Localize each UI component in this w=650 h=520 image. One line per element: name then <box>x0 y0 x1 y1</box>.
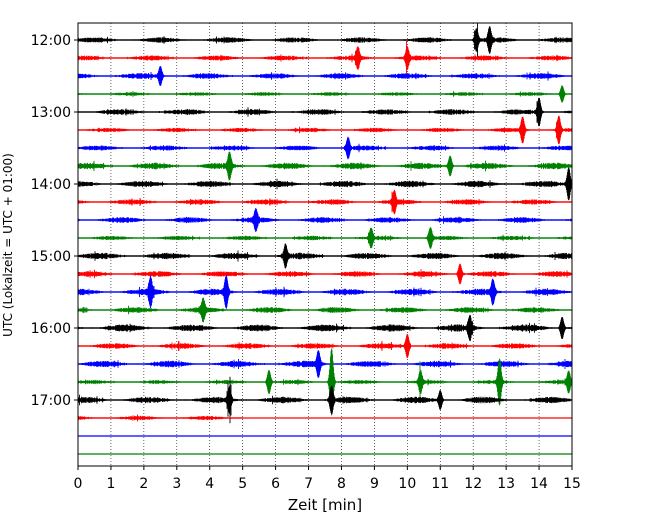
x-tick-label: 12 <box>464 476 482 492</box>
y-tick-label: 14:00 <box>31 177 71 193</box>
y-axis-title: UTC (Lokalzeit = UTC + 01:00) <box>1 153 15 337</box>
seismic-traces <box>77 23 573 455</box>
x-tick-label: 1 <box>106 476 115 492</box>
trace-14:15 <box>77 189 573 215</box>
x-gridlines <box>110 23 540 466</box>
x-tick-label: 8 <box>337 476 346 492</box>
y-tick-label: 12:00 <box>31 33 71 49</box>
y-tick-label: 17:00 <box>31 393 71 409</box>
y-tick-label: 16:00 <box>31 321 71 337</box>
x-tick-label: 5 <box>238 476 247 492</box>
x-tick-label: 0 <box>74 476 83 492</box>
trace-15:15 <box>77 263 573 285</box>
x-tick-label: 11 <box>431 476 449 492</box>
x-tick-label: 14 <box>530 476 548 492</box>
x-tick-label: 10 <box>398 476 416 492</box>
x-tick-label: 4 <box>205 476 214 492</box>
x-tick-label: 15 <box>563 476 581 492</box>
x-tick-label: 3 <box>172 476 181 492</box>
x-tick-label: 6 <box>271 476 280 492</box>
x-tick-label: 9 <box>370 476 379 492</box>
y-axis-ticks: 12:00 13:00 14:00 15:00 16:00 17:00 <box>31 33 78 409</box>
y-tick-label: 13:00 <box>31 105 71 121</box>
plot-frame <box>77 22 573 467</box>
x-axis-title: Zeit [min] <box>288 496 362 514</box>
trace-13:15 <box>77 115 573 145</box>
x-tick-label: 7 <box>304 476 313 492</box>
trace-13:30 <box>77 136 573 160</box>
trace-15:45 <box>77 297 573 323</box>
x-axis-ticks: 0 1 2 3 4 5 6 7 8 9 10 11 12 13 14 15 <box>74 466 581 492</box>
x-tick-label: 2 <box>139 476 148 492</box>
trace-14:45 <box>77 227 573 249</box>
x-tick-label: 13 <box>497 476 515 492</box>
y-tick-label: 15:00 <box>31 249 71 265</box>
